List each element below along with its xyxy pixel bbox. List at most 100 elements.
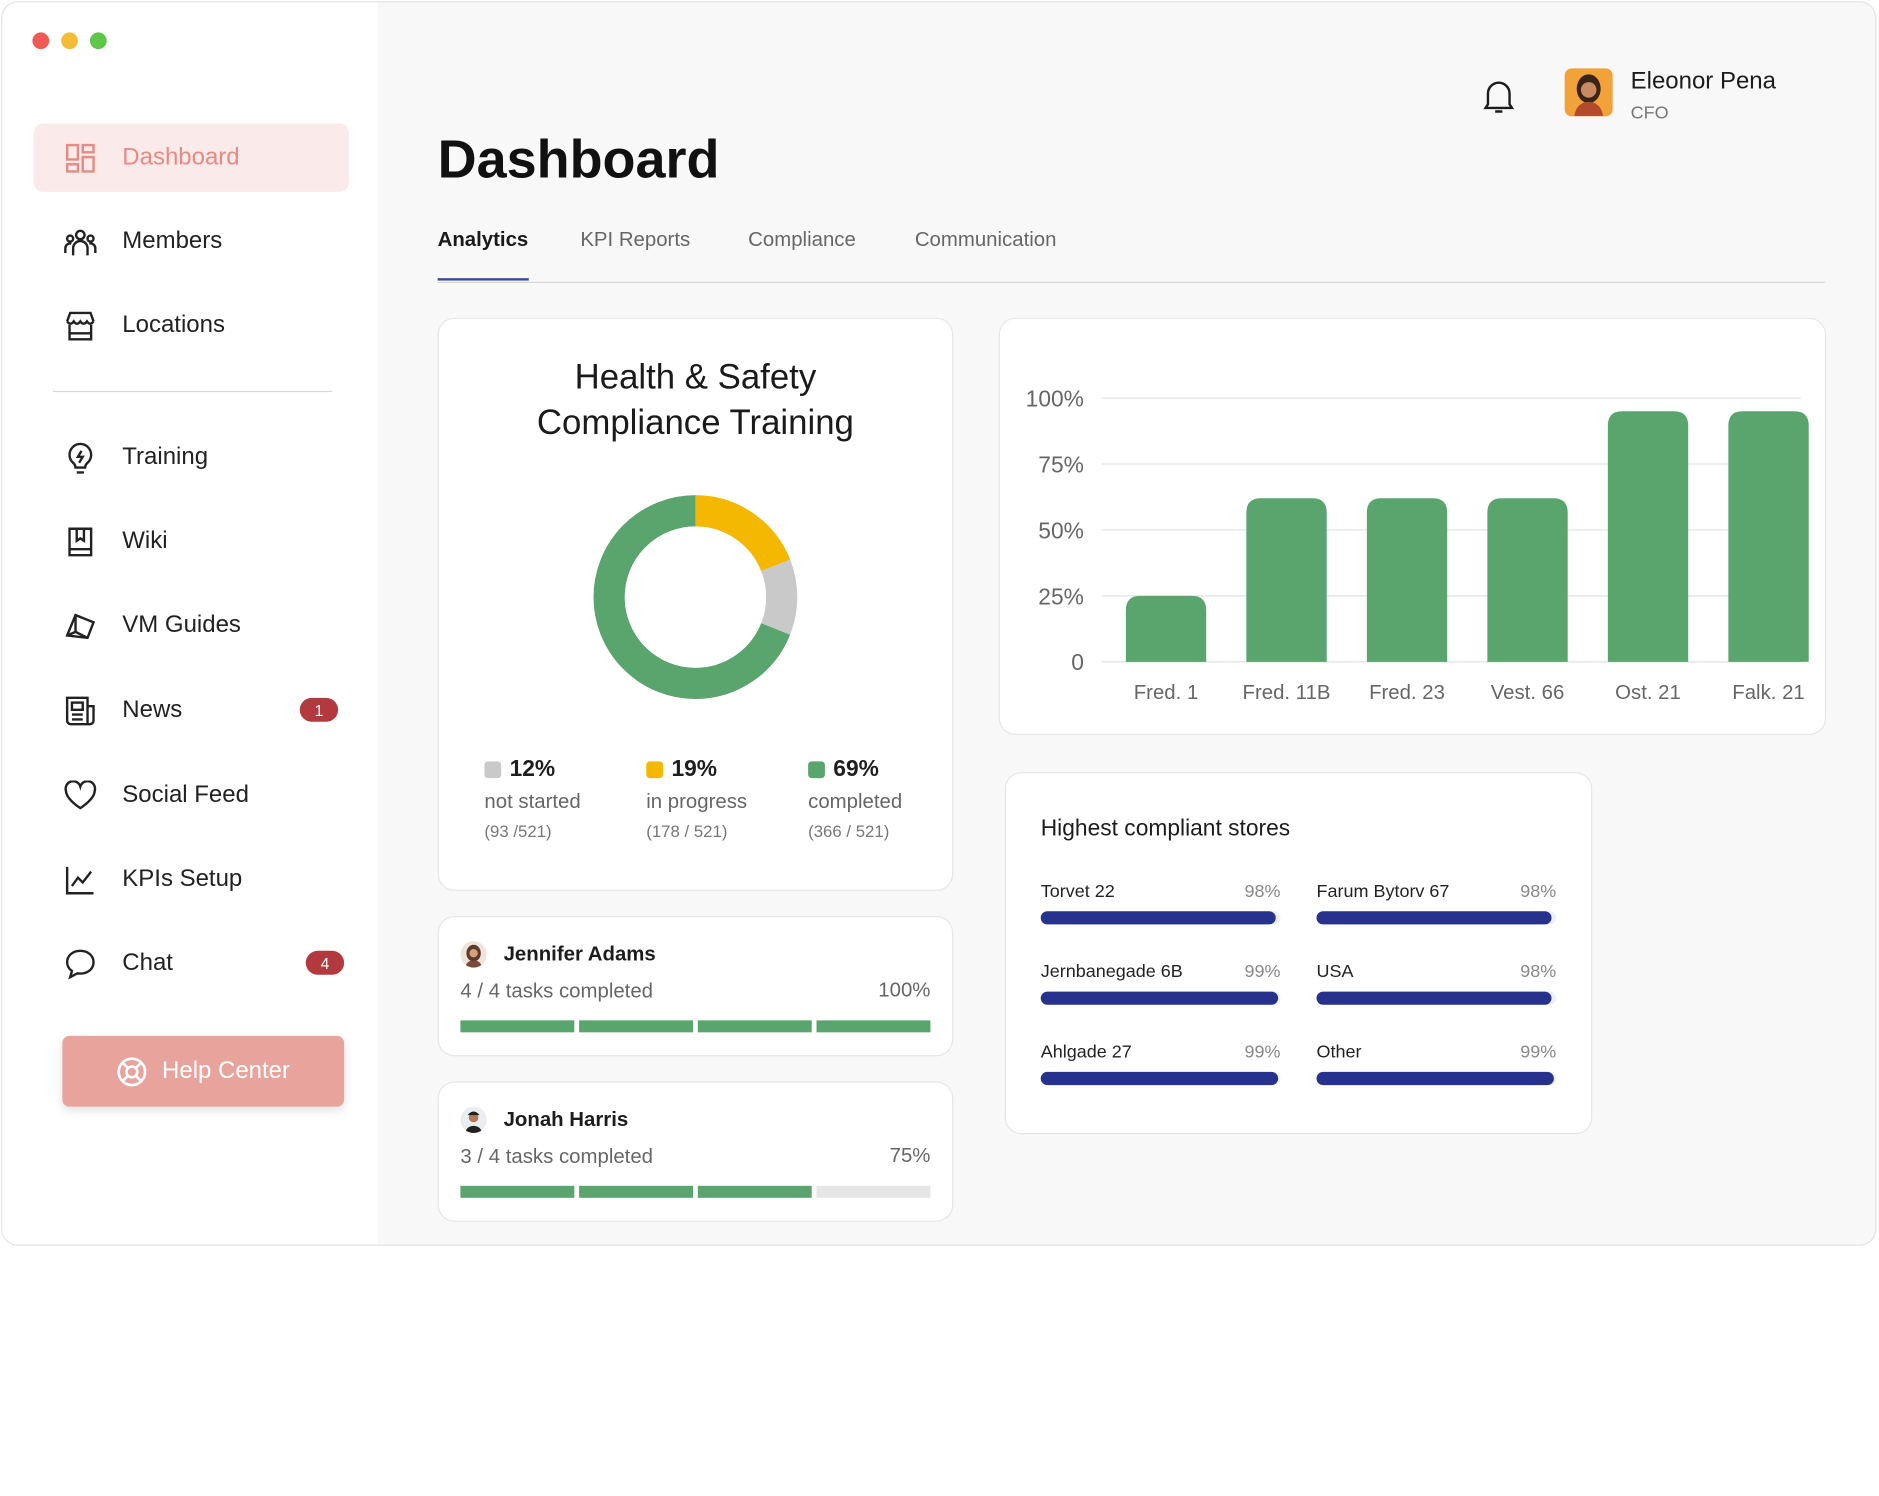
store-percent: 98% [1520,961,1557,982]
task-progress-segment [460,1020,575,1033]
task-progress-segment [697,1185,812,1198]
bar[interactable] [1487,498,1568,662]
store-progress-track [1316,1071,1557,1086]
store-percent: 99% [1520,1041,1557,1063]
heart-icon [62,778,98,814]
window-controls [32,32,107,50]
donut-slice-not-started [593,495,798,700]
sidebar-item-wiki[interactable]: Wiki [34,507,349,575]
close-window-button[interactable] [32,32,50,50]
store-progress-track [1316,911,1557,925]
y-tick-label: 50% [1038,517,1084,543]
y-tick-label: 25% [1038,583,1084,609]
sidebar-item-dashboard[interactable]: Dashboard [33,123,349,192]
store-percent: 99% [1244,1041,1281,1063]
tab-analytics[interactable]: Analytics [437,228,529,281]
bar[interactable] [1246,498,1327,662]
help-center-button[interactable]: Help Center [62,1035,345,1107]
store-name: USA [1316,961,1354,982]
user-profile[interactable]: Eleonor Pena CFO [1564,68,1776,124]
maximize-window-button[interactable] [89,32,107,50]
bar[interactable] [1125,595,1207,662]
legend-swatch [646,761,664,779]
bar[interactable] [1607,411,1689,662]
legend-label: completed [808,790,903,813]
store-name: Farum Bytorv 67 [1316,881,1450,902]
task-progress-bar [460,1185,931,1198]
sidebar-divider [52,390,333,393]
lightbulb-icon [62,439,98,475]
sidebar-item-social-feed[interactable]: Social Feed [34,761,349,829]
sidebar-item-kpis-setup[interactable]: KPIs Setup [34,845,349,913]
sidebar-item-training[interactable]: Training [34,423,349,491]
legend-completed: 69% completed (366 / 521) [808,756,964,840]
legend-count: (93 /521) [484,821,552,841]
store-progress-fill [1316,991,1552,1005]
minimize-window-button[interactable] [61,32,78,50]
store-progress-track [1316,991,1557,1005]
store-icon [62,308,98,344]
compliance-card-title: Health & Safety Compliance Training [439,355,952,446]
bar[interactable] [1728,411,1809,662]
x-tick-label: Fred. 23 [1369,682,1445,704]
tab-compliance[interactable]: Compliance [748,227,856,251]
store-percent: 99% [1244,961,1281,982]
x-tick-label: Falk. 21 [1732,682,1804,704]
compliance-training-card: Health & Safety Compliance Training 12% … [437,317,954,891]
sidebar-item-label: Locations [122,311,225,339]
sidebar-item-chat[interactable]: Chat 4 [34,929,349,997]
sidebar-item-label: Social Feed [122,781,249,809]
person-progress-card[interactable]: Jennifer Adams 4 / 4 tasks completed 100… [437,916,954,1057]
legend-count: (178 / 521) [646,821,728,841]
tasks-completed-text: 3 / 4 tasks completed [460,1145,654,1168]
bar[interactable] [1366,498,1448,662]
x-tick-label: Vest. 66 [1491,682,1565,704]
store-name: Torvet 22 [1040,881,1115,902]
tab-communication[interactable]: Communication [914,227,1057,251]
sidebar-item-label: News [122,696,183,723]
task-progress-segment [697,1020,812,1033]
notification-bell-icon[interactable] [1481,77,1517,121]
sidebar: Dashboard Members Locations Training [2,2,378,1245]
legend-swatch [808,761,825,779]
legend-in-progress: 19% in progress (178 / 521) [646,757,802,841]
store-progress-fill [1316,911,1552,925]
sidebar-item-vm-guides[interactable]: VM Guides [34,591,349,659]
task-progress-bar [460,1020,931,1033]
tab-kpi-reports[interactable]: KPI Reports [580,227,691,251]
lifebuoy-icon [116,1056,147,1087]
tasks-percent: 100% [878,978,931,1002]
sidebar-item-news[interactable]: News 1 [34,676,349,744]
legend-not-started: 12% not started (93 /521) [484,757,640,841]
main-content: Eleonor Pena CFO Dashboard Analytics KPI… [378,2,1876,1244]
tasks-percent: 75% [889,1143,931,1167]
person-avatar [460,941,487,968]
legend-label: in progress [646,790,748,813]
legend-swatch [484,761,502,779]
user-name: Eleonor Pena [1630,68,1776,95]
store-progress-track [1040,911,1281,925]
store-progress-fill [1316,1071,1554,1086]
sidebar-item-label: Dashboard [122,143,240,171]
store-name: Other [1316,1041,1362,1063]
y-tick-label: 100% [1026,385,1084,411]
guides-icon [62,607,98,643]
user-role: CFO [1630,103,1669,124]
sidebar-item-members[interactable]: Members [34,207,349,275]
sidebar-item-locations[interactable]: Locations [34,291,349,359]
sidebar-item-label: VM Guides [122,611,241,638]
sidebar-item-label: Members [122,227,223,255]
legend-pct: 69% [833,756,879,782]
compliance-title-line2: Compliance Training [536,404,854,443]
person-avatar [460,1106,487,1134]
legend-label: not started [484,790,581,813]
chat-count-badge: 4 [305,950,345,975]
tab-bar: Analytics KPI Reports Compliance Communi… [437,227,1825,283]
donut-slice-in-progress [593,495,798,700]
sidebar-item-label: KPIs Setup [122,865,243,893]
store-progress-fill [1040,1071,1279,1086]
help-center-label: Help Center [162,1057,290,1084]
x-tick-label: Ost. 21 [1615,682,1681,704]
line-chart-icon [62,861,98,897]
person-progress-card[interactable]: Jonah Harris 3 / 4 tasks completed 75% [437,1081,954,1222]
